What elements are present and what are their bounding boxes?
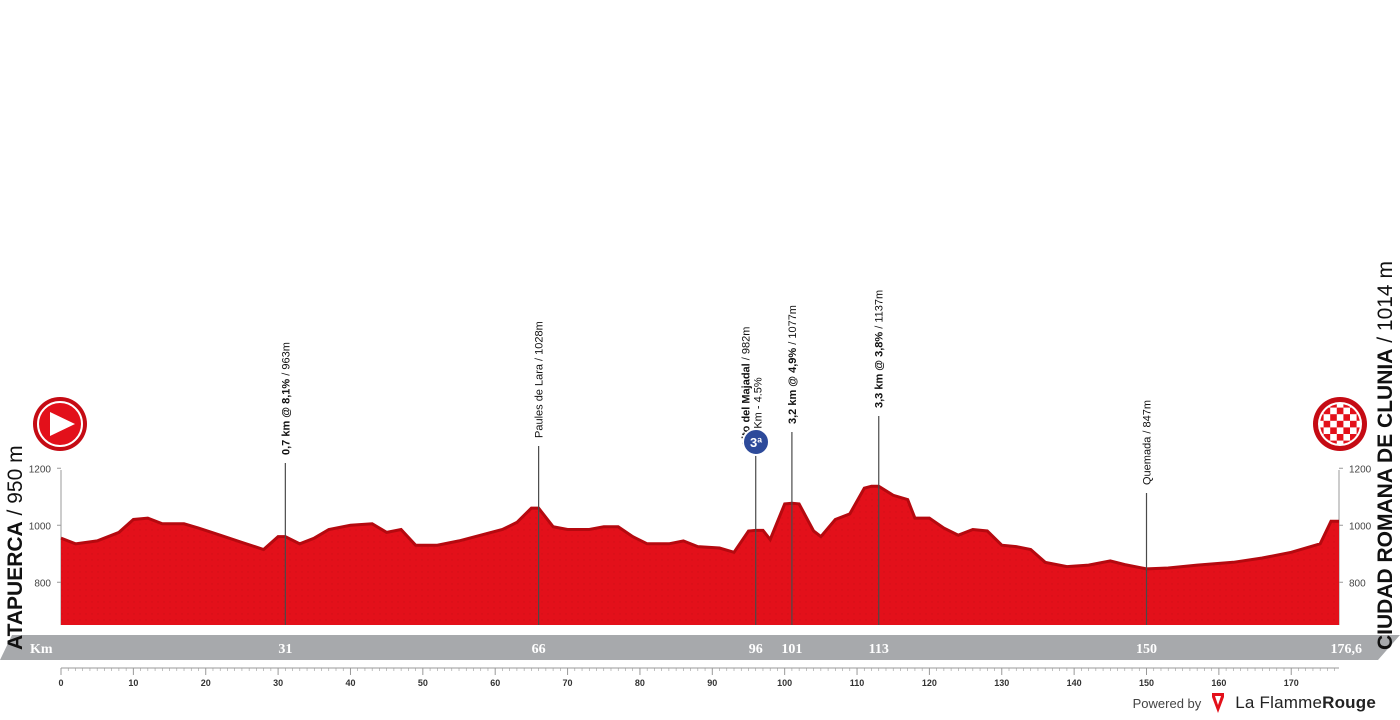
x-tick-label: 60 — [490, 678, 500, 688]
km-band-value: 101 — [781, 642, 802, 657]
y-tick-label-right: 1000 — [1349, 521, 1372, 532]
elevation-ridge-line — [60, 484, 1339, 571]
powered-by-label: Powered by — [1132, 695, 1202, 711]
x-tick-label: 150 — [1139, 678, 1154, 688]
km-band-value: 176,6 — [1331, 642, 1363, 657]
y-tick-label-right: 800 — [1349, 578, 1366, 589]
x-tick-label: 30 — [273, 678, 283, 688]
km-band-value: 113 — [869, 642, 889, 657]
start-arrow-icon — [33, 397, 87, 451]
x-tick-label: 140 — [1067, 678, 1082, 688]
x-tick-label: 0 — [58, 678, 63, 688]
x-tick-label: 110 — [850, 678, 865, 688]
footer-brand: Powered by La FlammeRouge — [1133, 692, 1376, 714]
category-badge-label: 3ª — [750, 435, 762, 450]
climb-annotation: Quemada / 847m — [1142, 400, 1154, 485]
climb-annotation: 3,3 km @ 3,8% / 1137m — [874, 290, 886, 408]
flame-rouge-logo-icon — [1212, 693, 1225, 713]
km-band-value: 66 — [532, 642, 546, 657]
x-tick-label: 130 — [994, 678, 1009, 688]
x-tick-label: 90 — [707, 678, 717, 688]
brand-name: La FlammeRouge — [1235, 693, 1376, 712]
y-tick-label-left: 800 — [34, 578, 51, 589]
start-name: ATAPUERCA / 950 m — [4, 445, 27, 650]
x-tick-label: 80 — [635, 678, 645, 688]
y-tick-label-left: 1200 — [29, 464, 52, 475]
finish-checkered-icon — [1313, 397, 1367, 451]
climb-category-badge-icon: 3ª — [742, 428, 770, 456]
y-tick-label-right: 1200 — [1349, 464, 1372, 475]
km-band-label: Km — [30, 642, 53, 657]
km-band-value: 96 — [749, 642, 763, 657]
x-tick-label: 10 — [128, 678, 138, 688]
x-tick-label: 40 — [345, 678, 355, 688]
y-tick-label-left: 1000 — [29, 521, 52, 532]
climb-annotation: 3,2 km @ 4,9% / 1077m — [787, 305, 799, 424]
climb-annotation: Paules de Lara / 1028m — [534, 321, 546, 438]
x-tick-label: 120 — [922, 678, 937, 688]
x-tick-label: 50 — [418, 678, 428, 688]
climb-annotation: Alto del Majadal / 982m — [741, 327, 753, 447]
x-tick-label: 160 — [1211, 678, 1226, 688]
x-tick-label: 170 — [1284, 678, 1299, 688]
elevation-area-texture — [61, 486, 1339, 625]
finish-name: CIUDAD ROMANA DE CLUNIA / 1014 m — [1374, 261, 1397, 650]
x-tick-label: 20 — [201, 678, 211, 688]
km-band-value: 31 — [278, 642, 292, 657]
km-band-value: 150 — [1136, 642, 1157, 657]
x-tick-label: 70 — [563, 678, 573, 688]
km-band — [0, 635, 1400, 660]
climb-annotation: 0,7 km @ 8,1% / 963m — [280, 342, 292, 455]
x-tick-label: 100 — [777, 678, 792, 688]
